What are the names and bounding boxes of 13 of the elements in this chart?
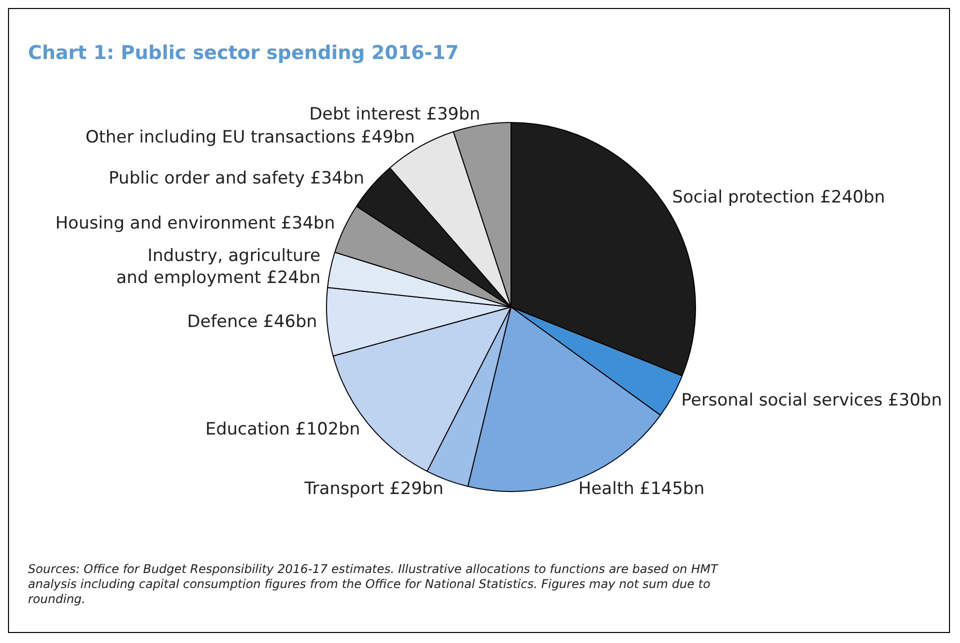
slice-label: Housing and environment £34bn <box>55 214 335 234</box>
slice-label: Industry, agriculture and employment £24bn <box>116 246 321 288</box>
chart-title: Chart 1: Public sector spending 2016-17 <box>28 42 459 64</box>
slice-label: Defence £46bn <box>187 312 318 332</box>
slice-label: Transport £29bn <box>303 478 444 499</box>
source-note: Sources: Office for Budget Responsibility 2016-17 estimates. Illustrative allocations to functions are based on HMT analysis including capital consumption figures from the Office for National Statistics. Figures may not sum due to rounding. <box>28 562 720 607</box>
slice-label: Other including EU transactions £49bn <box>85 127 415 148</box>
slice-label: Debt interest £39bn <box>309 104 480 124</box>
slice-label: Social protection £240bn <box>672 188 886 208</box>
slice-label: Health £145bn <box>578 478 704 499</box>
slice-label: Education £102bn <box>205 419 360 440</box>
slice-label: Personal social services £30bn <box>681 390 942 410</box>
slice-label: Public order and safety £34bn <box>108 168 364 189</box>
